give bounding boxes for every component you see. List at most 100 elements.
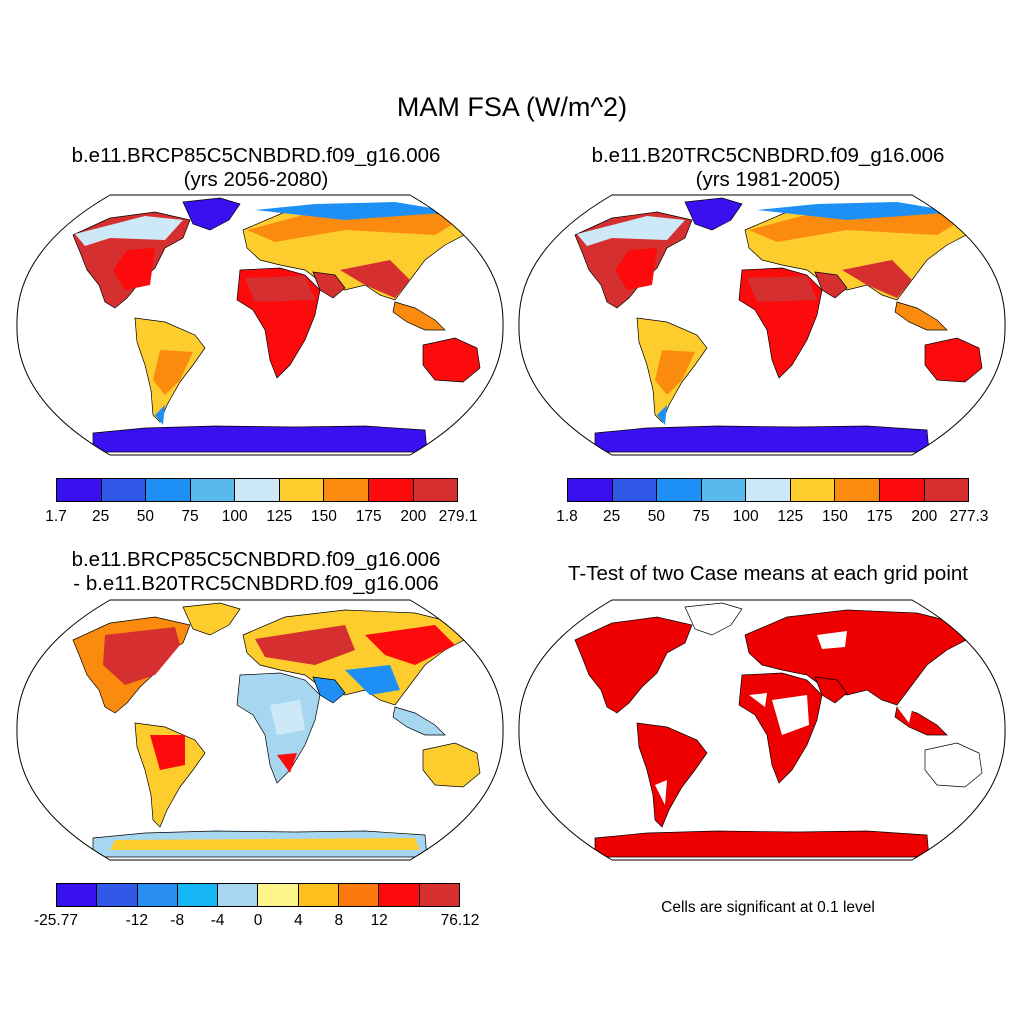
field-region (150, 735, 185, 770)
colorbar-swatch (790, 479, 836, 501)
colorbar-tick-label: -8 (170, 912, 185, 929)
landmass-samerica (636, 722, 708, 828)
colorbar-swatch (57, 884, 98, 906)
field-region (110, 838, 420, 850)
field-region (155, 405, 165, 425)
colorbar-tick-label: 0 (253, 912, 263, 929)
landmass-australia (422, 742, 481, 788)
field-region (577, 216, 685, 246)
landmass-arabia (312, 676, 346, 704)
colorbar-tick-label: 175 (866, 508, 893, 525)
colorbar-tick-label: 8 (334, 912, 344, 929)
field-region (817, 631, 847, 649)
colorbar-swatch (612, 479, 658, 501)
colorbar-tick-label: -4 (210, 912, 225, 929)
field-region (345, 665, 400, 695)
colorbar-swatch (379, 884, 420, 906)
field-region (365, 625, 455, 665)
field-region (103, 627, 180, 685)
colorbar-swatch (368, 479, 414, 501)
landmass-antarctica (92, 425, 428, 453)
map-outline (16, 194, 504, 456)
colorbar-tick-label: 125 (777, 508, 804, 525)
panel3-colorbar-labels: -25.77 -12 -8 -4 0 4 8 12 76.12 (34, 912, 479, 932)
landmass-arabia (814, 676, 848, 704)
field-region (153, 350, 193, 395)
landmass-seasia (392, 706, 446, 736)
colorbar-tick-label: 50 (647, 508, 665, 525)
colorbar-swatch (568, 479, 613, 501)
colorbar-tick-label: 12 (370, 912, 388, 929)
field-region (615, 248, 657, 290)
colorbar-swatch (324, 479, 369, 501)
panel4-title-line1: T-Test of two Case means at each grid po… (568, 562, 968, 585)
colorbar-tick-label: 125 (266, 508, 293, 525)
colorbar-swatch (339, 884, 380, 906)
landmass-antarctica (594, 425, 930, 453)
colorbar-tick-label: 50 (136, 508, 154, 525)
colorbar-tick-label: 75 (692, 508, 710, 525)
colorbar-swatch (279, 479, 325, 501)
panel4-map (518, 599, 1006, 861)
panel1-title-line1: b.e11.BRCP85C5CNBDRD.f09_g16.006 (71, 144, 441, 167)
panel2-title-line2: (yrs 1981-2005) (695, 168, 841, 191)
panel1-title: b.e11.BRCP85C5CNBDRD.f09_g16.006 (yrs 20… (0, 144, 512, 192)
panel1-map (16, 194, 504, 456)
panel4-title: T-Test of two Case means at each grid po… (512, 562, 1024, 586)
field-region (255, 625, 355, 665)
colorbar-swatch (879, 479, 925, 501)
colorbar-swatch (137, 884, 178, 906)
field-region (749, 693, 767, 707)
landmass-arabia (814, 271, 848, 299)
landmass-seasia (894, 301, 948, 331)
landmass-arabia (312, 271, 346, 299)
panel3-title: b.e11.BRCP85C5CNBDRD.f09_g16.006 - b.e11… (0, 548, 512, 596)
landmass-namerica (574, 616, 693, 714)
field-region (247, 208, 460, 242)
colorbar-swatch (235, 479, 280, 501)
field-region (113, 248, 155, 290)
colorbar-tick-label: 100 (732, 508, 759, 525)
panel3-title-line2: - b.e11.B20TRC5CNBDRD.f09_g16.006 (73, 572, 439, 595)
figure-title: MAM FSA (W/m^2) (396, 92, 628, 122)
panel2-title: b.e11.B20TRC5CNBDRD.f09_g16.006 (yrs 198… (512, 144, 1024, 192)
colorbar-swatch (258, 884, 299, 906)
colorbar-tick-label: 175 (355, 508, 382, 525)
colorbar-tick-label: 200 (400, 508, 427, 525)
field-region (747, 276, 817, 302)
landmass-australia (422, 337, 481, 383)
colorbar-swatch (657, 479, 702, 501)
field-region (897, 707, 912, 723)
colorbar-tick-label: 277.3 (949, 508, 989, 525)
field-region (655, 780, 667, 805)
landmass-australia (924, 337, 983, 383)
colorbar-tick-label: -25.77 (34, 912, 78, 929)
colorbar-tick-label: 150 (311, 508, 337, 525)
landmass-greenland (684, 602, 743, 636)
colorbar-tick-label: 75 (181, 508, 199, 525)
field-region (657, 405, 667, 425)
colorbar-tick-label: 76.12 (440, 912, 480, 929)
field-region (749, 208, 962, 242)
colorbar-tick-label: 25 (92, 508, 110, 525)
colorbar-swatch (419, 884, 459, 906)
panel1-colorbar-labels: 1.7 25 50 75 100 125 150 175 200 279.1 (45, 508, 477, 528)
panel1-title-line2: (yrs 2056-2080) (183, 168, 329, 191)
landmass-greenland (182, 197, 241, 231)
colorbar-tick-label: 4 (294, 912, 303, 929)
colorbar-tick-label: 100 (221, 508, 248, 525)
map-outline (518, 194, 1006, 456)
map-outline (518, 599, 1006, 861)
colorbar-swatch (177, 884, 219, 906)
landmass-australia (924, 742, 983, 788)
field-region (245, 276, 315, 302)
colorbar-tick-label: 200 (911, 508, 938, 525)
colorbar-swatch (101, 479, 147, 501)
panel2-map (518, 194, 1006, 456)
colorbar-swatch (97, 884, 138, 906)
landmass-eurasia (744, 609, 973, 706)
map-outline (16, 599, 504, 861)
field-region (340, 260, 410, 298)
landmass-seasia (392, 301, 446, 331)
landmass-antarctica (594, 830, 930, 858)
